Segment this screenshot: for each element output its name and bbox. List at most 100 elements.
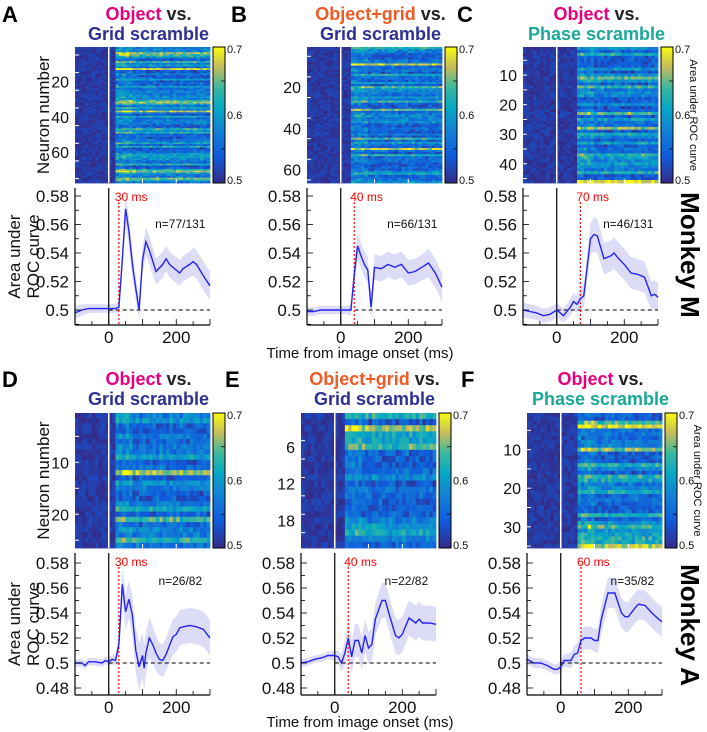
heatmap-cell	[381, 121, 386, 124]
heatmap-cell	[81, 149, 86, 152]
heatmap-cell	[152, 99, 157, 103]
heatmap-cell	[108, 128, 113, 131]
heatmap-cell	[75, 112, 79, 115]
heatmap-cell	[166, 122, 170, 126]
heatmap-cell	[166, 89, 170, 92]
heatmap-cell	[112, 115, 116, 119]
heatmap-cell	[340, 79, 345, 83]
heatmap-cell	[196, 50, 201, 53]
heatmap-cell	[307, 129, 311, 132]
heatmap-cell	[381, 96, 386, 99]
heatmap-cell	[125, 55, 130, 58]
heatmap-cell	[152, 122, 157, 126]
heatmap-cell	[145, 75, 150, 78]
heatmap-cell	[118, 137, 123, 140]
heatmap-cell	[176, 179, 181, 182]
heatmap-cell	[152, 50, 157, 53]
heatmap-cell	[421, 121, 426, 124]
heatmap-cell	[323, 117, 328, 120]
heatmap-cell	[152, 91, 157, 94]
heatmap-cell	[122, 119, 127, 122]
heatmap-cell	[129, 68, 133, 71]
heatmap-cell	[145, 167, 150, 170]
heatmap-cell	[435, 65, 440, 69]
heatmap-cell	[142, 131, 147, 134]
heatmap-cell	[176, 110, 181, 113]
heatmap-cell	[179, 138, 184, 142]
heatmap-cell	[377, 84, 382, 87]
heatmap-cell	[183, 152, 187, 156]
heatmap-cell	[350, 59, 355, 62]
heatmap-cell	[149, 154, 154, 157]
heatmap-cell	[112, 68, 116, 71]
heatmap-cell	[196, 138, 201, 142]
heatmap-cell	[183, 78, 187, 81]
heatmap-cell	[125, 68, 130, 71]
heatmap-cell	[357, 106, 362, 110]
heatmap-cell	[404, 88, 409, 91]
heatmap-cell	[142, 112, 147, 115]
heatmap-cell	[327, 131, 332, 134]
heatmap-cell	[203, 156, 208, 159]
heatmap-cell	[122, 177, 127, 180]
heatmap-cell	[313, 71, 318, 75]
heatmap-cell	[438, 63, 443, 66]
heatmap-cell	[377, 63, 382, 66]
heatmap-cell	[323, 49, 328, 52]
heatmap-cell	[145, 87, 150, 90]
heatmap-cell	[418, 110, 423, 114]
heatmap-cell	[337, 121, 342, 124]
heatmap-cell	[206, 165, 211, 168]
heatmap-cell	[186, 138, 191, 142]
heatmap-cell	[149, 156, 154, 159]
heatmap-cell	[81, 87, 86, 90]
heatmap-cell	[425, 51, 429, 54]
heatmap-cell	[156, 128, 160, 131]
heatmap-cell	[203, 61, 208, 64]
heatmap-cell	[98, 105, 103, 108]
heatmap-cell	[193, 128, 197, 131]
heatmap-cell	[152, 137, 157, 140]
heatmap-cell	[149, 130, 154, 133]
heatmap-cell	[159, 96, 164, 99]
heatmap-cell	[139, 131, 143, 134]
heatmap-cell	[81, 156, 86, 159]
heatmap-cell	[398, 47, 402, 50]
heatmap-cell	[394, 82, 399, 85]
heatmap-cell	[408, 104, 413, 108]
heatmap-cell	[78, 131, 83, 134]
heatmap-cell	[115, 115, 120, 119]
heatmap-cell	[401, 96, 406, 99]
heatmap-cell	[425, 110, 429, 114]
heatmap-cell	[438, 82, 443, 85]
heatmap-cell	[431, 77, 436, 81]
heatmap-cell	[156, 75, 160, 78]
heatmap-cell	[135, 126, 140, 129]
heatmap-cell	[125, 168, 130, 172]
heatmap-cell	[196, 84, 201, 87]
heatmap-cell	[411, 65, 416, 69]
heatmap-cell	[367, 98, 372, 101]
heatmap-cell	[377, 117, 382, 120]
heatmap-cell	[330, 69, 335, 73]
heatmap-cell	[156, 78, 160, 81]
x-tick-label: 0	[104, 328, 113, 347]
heatmap-cell	[415, 108, 419, 112]
heatmap-cell	[125, 99, 130, 103]
heatmap-cell	[149, 71, 154, 74]
heatmap-cell	[196, 152, 201, 156]
heatmap-cell	[203, 140, 208, 143]
heatmap-cell	[193, 167, 197, 170]
heatmap-cell	[139, 108, 143, 111]
heatmap-cell	[88, 133, 93, 136]
heatmap-cell	[398, 65, 402, 69]
heatmap-cell	[357, 55, 362, 58]
heatmap-cell	[88, 158, 93, 161]
heatmap-cell	[176, 170, 181, 173]
heatmap-cell	[95, 114, 100, 117]
heatmap-cell	[122, 135, 127, 138]
heatmap-cell	[139, 128, 143, 131]
heatmap-cell	[149, 108, 154, 111]
heatmap-cell	[183, 124, 187, 127]
heatmap-cell	[394, 129, 399, 132]
